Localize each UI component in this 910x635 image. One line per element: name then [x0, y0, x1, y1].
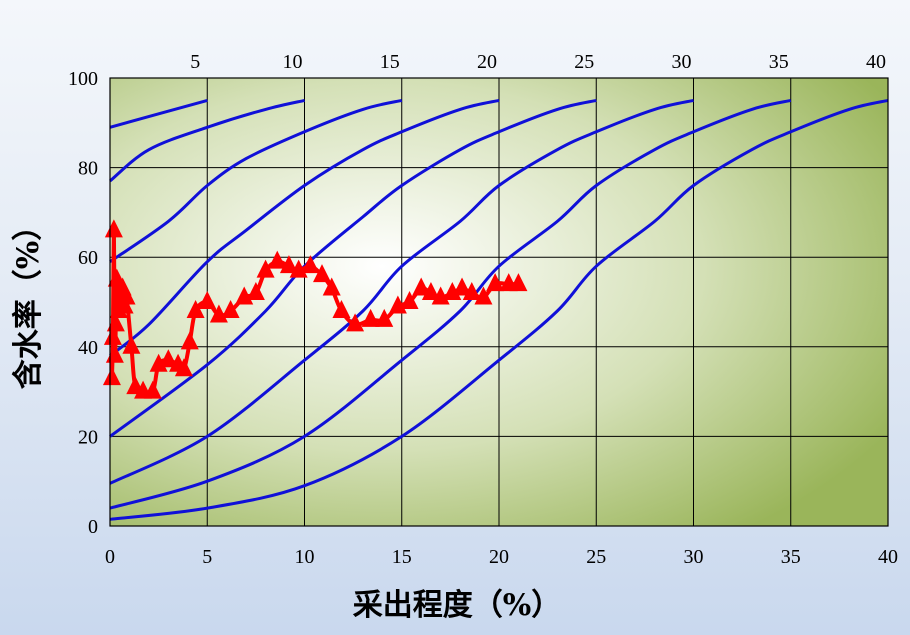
- measured-point: [474, 286, 493, 305]
- measured-point: [186, 299, 205, 318]
- measured-point: [346, 313, 365, 332]
- y-tick-label: 80: [78, 158, 98, 180]
- measured-point: [180, 331, 199, 350]
- measured-point: [106, 313, 125, 332]
- top-tick-label: 35: [769, 51, 789, 73]
- reference-curve-10: [109, 98, 305, 183]
- measured-point: [104, 219, 123, 238]
- measured-point: [322, 277, 341, 296]
- reference-curve-25: [109, 98, 597, 438]
- measured-point: [268, 250, 287, 269]
- y-tick-label: 60: [78, 247, 98, 269]
- top-tick-label: 30: [672, 51, 692, 73]
- measured-point: [159, 349, 178, 368]
- measured-point: [400, 291, 419, 309]
- measured-point: [375, 308, 394, 327]
- x-tick-label: 30: [684, 546, 704, 568]
- top-tick-label: 20: [477, 51, 497, 73]
- y-tick-label: 20: [78, 426, 98, 448]
- measured-point: [198, 291, 217, 309]
- top-tick-label: 25: [574, 51, 594, 73]
- x-tick-label: 35: [781, 546, 801, 568]
- y-tick-label: 0: [88, 516, 98, 538]
- x-tick-label: 40: [878, 546, 898, 568]
- measured-point: [143, 380, 162, 399]
- measured-point: [221, 299, 240, 318]
- measured-point: [279, 255, 298, 274]
- measured-point: [412, 277, 431, 296]
- measured-point: [313, 264, 332, 283]
- x-tick-label: 10: [295, 546, 315, 568]
- measured-point: [421, 282, 440, 301]
- measured-point: [102, 367, 121, 386]
- reference-curve-40: [109, 98, 889, 521]
- y-axis-title: 含水率（%）: [11, 211, 46, 390]
- reference-curve-15: [109, 98, 403, 263]
- measured-point: [453, 277, 472, 296]
- measured-point: [361, 308, 380, 327]
- measured-point: [246, 282, 265, 301]
- measured-point: [256, 259, 275, 278]
- measured-point: [332, 299, 351, 318]
- measured-point: [486, 273, 505, 292]
- reference-curves: [109, 98, 889, 521]
- y-tick-label: 40: [78, 337, 98, 359]
- measured-point: [122, 335, 141, 354]
- reference-curve-20: [109, 98, 500, 357]
- tick-labels: 0 5 10 15 20 25 30 35 40 5 10 15 20 25 30 35 40 0 20 40 60 80…: [68, 51, 898, 568]
- measured-point: [462, 282, 481, 301]
- x-tick-label: 5: [202, 546, 212, 568]
- x-tick-label: 25: [586, 546, 606, 568]
- measured-point: [509, 273, 528, 292]
- top-tick-label: 40: [866, 51, 886, 73]
- plot-border: [109, 77, 889, 527]
- measured-series: [102, 219, 528, 399]
- measured-point: [117, 286, 136, 305]
- reference-curve-35: [109, 98, 792, 510]
- reference-curve-30: [109, 98, 694, 485]
- top-tick-label: 10: [283, 51, 303, 73]
- x-tick-label: 20: [489, 546, 509, 568]
- x-axis-title: 采出程度（%）: [353, 588, 562, 623]
- y-tick-label: 100: [68, 68, 98, 90]
- top-tick-label: 5: [190, 51, 200, 73]
- measured-point: [301, 255, 320, 274]
- measured-point: [103, 326, 122, 345]
- x-tick-label: 0: [105, 546, 115, 568]
- reference-curve-5: [109, 98, 208, 129]
- measured-point: [174, 358, 193, 377]
- top-tick-label: 15: [380, 51, 400, 73]
- x-tick-label: 15: [392, 546, 412, 568]
